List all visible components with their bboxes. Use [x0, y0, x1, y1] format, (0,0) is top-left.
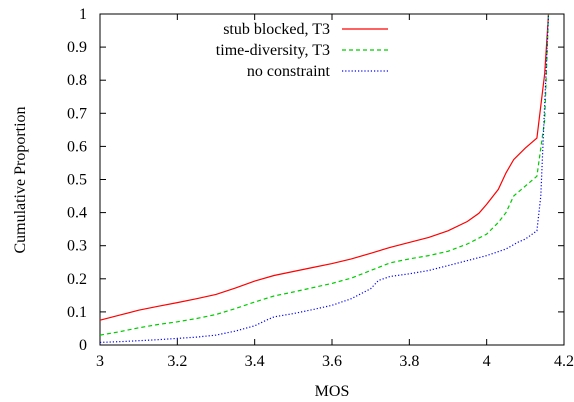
y-tick-label: 0.9 — [67, 39, 87, 56]
x-tick-label: 3.8 — [399, 353, 419, 370]
series-line — [99, 13, 550, 343]
x-tick-label: 3.2 — [167, 353, 187, 370]
y-tick-label: 0.7 — [67, 105, 87, 122]
legend-label: time-diversity, T3 — [216, 42, 330, 59]
series-line — [99, 13, 550, 321]
legend-label: no constraint — [247, 63, 331, 80]
y-tick-label: 0.2 — [67, 271, 87, 288]
x-tick-label: 3 — [96, 353, 104, 370]
x-tick-label: 3.6 — [322, 353, 342, 370]
y-tick-label: 0.5 — [67, 172, 87, 189]
ticks: 3 3.2 3.4 3.6 3.8 4 4.2 0 0.1 0.2 0.3 0.4 0.5 0.6 0.7 0… — [67, 6, 574, 370]
y-tick-label: 1 — [79, 6, 87, 23]
plot-frame — [99, 13, 565, 346]
y-tick-label: 0 — [79, 337, 87, 354]
x-tick-label: 3.4 — [245, 353, 265, 370]
legend-label: stub blocked, T3 — [223, 21, 330, 38]
y-tick-label: 0.1 — [67, 304, 87, 321]
x-tick-label: 4.2 — [554, 353, 574, 370]
series — [99, 13, 550, 343]
x-tick-label: 4 — [483, 353, 491, 370]
legend: stub blocked, T3 time-diversity, T3 no con… — [216, 21, 388, 80]
y-tick-label: 0.4 — [67, 205, 87, 222]
y-tick-label: 0.8 — [67, 72, 87, 89]
y-tick-label: 0.6 — [67, 138, 87, 155]
series-line — [99, 13, 550, 336]
y-tick-label: 0.3 — [67, 238, 87, 255]
x-axis-title: MOS — [315, 383, 350, 400]
y-axis-title: Cumulative Proportion — [12, 106, 29, 253]
